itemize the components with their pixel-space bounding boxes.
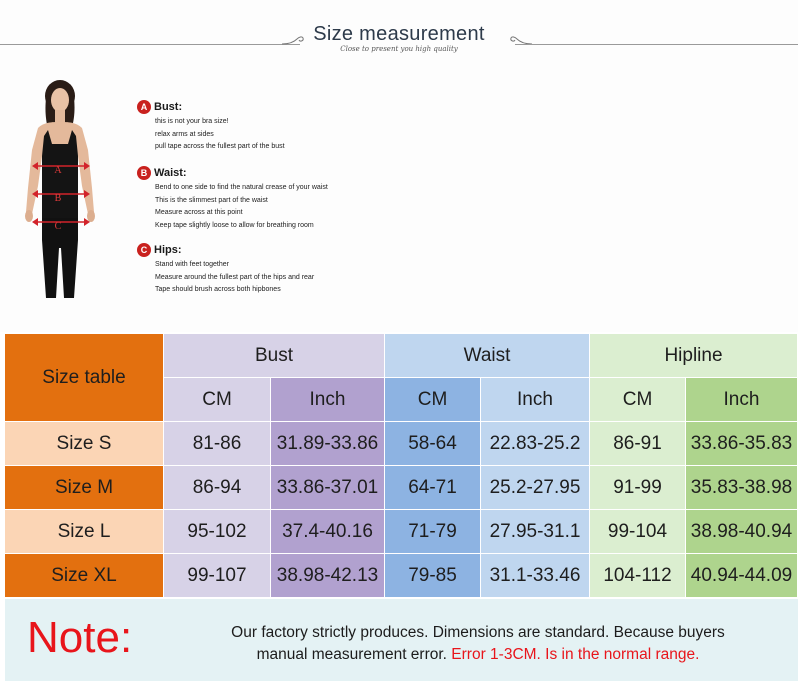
badge-a-icon: A <box>137 99 151 114</box>
table-cell: 71-79 <box>385 510 481 554</box>
size-label-m: Size M <box>5 466 164 510</box>
table-cell: 99-104 <box>590 510 686 554</box>
figure-marker-b: B <box>55 193 62 204</box>
note-panel: Note: Our factory strictly produces. Dim… <box>5 599 798 681</box>
table-cell: 64-71 <box>385 466 481 510</box>
hips-instruction-line: Measure around the fullest part of the h… <box>155 273 315 281</box>
unit-header-hip-cm: CM <box>590 378 686 422</box>
size-label-xl: Size XL <box>5 554 164 598</box>
bust-instruction-line: this is not your bra size! <box>155 118 229 125</box>
table-cell: 38.98-42.13 <box>271 554 385 598</box>
size-table-corner: Size table <box>5 334 164 422</box>
size-label-s: Size S <box>5 422 164 466</box>
table-cell: 86-94 <box>164 466 271 510</box>
unit-header-waist-cm: CM <box>385 378 481 422</box>
table-cell: 79-85 <box>385 554 481 598</box>
size-table: Size table Bust Waist Hipline CM Inch CM… <box>5 334 798 598</box>
waist-instruction-line: Keep tape slightly loose to allow for br… <box>155 221 314 229</box>
table-cell: 27.95-31.1 <box>481 510 590 554</box>
bust-instruction-line: pull tape across the fullest part of the… <box>155 143 285 150</box>
waist-group-header: Waist <box>385 334 590 378</box>
note-line-2-black: manual measurement error. <box>256 646 447 663</box>
hips-instruction-line: Tape should brush across both hipbones <box>155 286 281 293</box>
table-cell: 91-99 <box>590 466 686 510</box>
table-cell: 22.83-25.2 <box>481 422 590 466</box>
waist-heading: Waist: <box>154 166 187 179</box>
badge-c-icon: C <box>137 242 151 257</box>
note-line-1: Our factory strictly produces. Dimension… <box>231 624 725 641</box>
table-cell: 40.94-44.09 <box>686 554 798 598</box>
model-figure-image: A B C <box>25 80 95 298</box>
table-cell: 31.1-33.46 <box>481 554 590 598</box>
bust-instruction-line: relax arms at sides <box>155 130 214 138</box>
note-label: Note: <box>27 613 133 662</box>
unit-header-waist-inch: Inch <box>481 378 590 422</box>
page-subtitle: Close to present you high quality <box>340 45 458 53</box>
badge-b-icon: B <box>137 165 151 180</box>
table-cell: 25.2-27.95 <box>481 466 590 510</box>
note-text: Our factory strictly produces. Dimension… <box>173 622 783 666</box>
bust-group-header: Bust <box>164 334 385 378</box>
figure-marker-a: A <box>54 165 62 176</box>
table-cell: 104-112 <box>590 554 686 598</box>
unit-header-bust-cm: CM <box>164 378 271 422</box>
title-banner: Size measurement Close to present you hi… <box>0 18 798 62</box>
table-cell: 37.4-40.16 <box>271 510 385 554</box>
waist-instruction-line: Bend to one side to find the natural cre… <box>155 184 328 191</box>
unit-header-hip-inch: Inch <box>686 378 798 422</box>
divider-line-right <box>515 44 798 45</box>
swirl-ornament-left-icon <box>282 36 304 45</box>
hips-instructions: C Hips: Stand with feet together Measure … <box>137 241 437 297</box>
measurement-guide: Size measurement Close to present you hi… <box>0 0 798 332</box>
waist-instruction-line: This is the slimmest part of the waist <box>155 196 268 204</box>
table-cell: 86-91 <box>590 422 686 466</box>
note-line-2: manual measurement error. Error 1-3CM. I… <box>173 644 783 666</box>
page-title: Size measurement <box>313 23 485 45</box>
waist-instructions: B Waist: Bend to one side to find the nat… <box>137 164 437 232</box>
note-line-2-red: Error 1-3CM. Is in the normal range. <box>451 646 700 663</box>
divider-line-left <box>0 44 300 45</box>
table-cell: 95-102 <box>164 510 271 554</box>
bust-instructions: A Bust: this is not your bra size! relax … <box>137 98 437 154</box>
table-cell: 35.83-38.98 <box>686 466 798 510</box>
figure-marker-c: C <box>55 221 62 232</box>
table-cell: 58-64 <box>385 422 481 466</box>
waist-instruction-line: Measure across at this point <box>155 209 243 216</box>
swirl-ornament-right-icon <box>510 36 532 45</box>
table-cell: 99-107 <box>164 554 271 598</box>
hips-heading: Hips: <box>154 243 182 256</box>
hipline-group-header: Hipline <box>590 334 798 378</box>
unit-header-bust-inch: Inch <box>271 378 385 422</box>
size-label-l: Size L <box>5 510 164 554</box>
table-cell: 81-86 <box>164 422 271 466</box>
bust-heading: Bust: <box>154 100 183 113</box>
table-cell: 33.86-37.01 <box>271 466 385 510</box>
hips-instruction-line: Stand with feet together <box>155 261 229 268</box>
table-cell: 33.86-35.83 <box>686 422 798 466</box>
table-cell: 38.98-40.94 <box>686 510 798 554</box>
table-cell: 31.89-33.86 <box>271 422 385 466</box>
